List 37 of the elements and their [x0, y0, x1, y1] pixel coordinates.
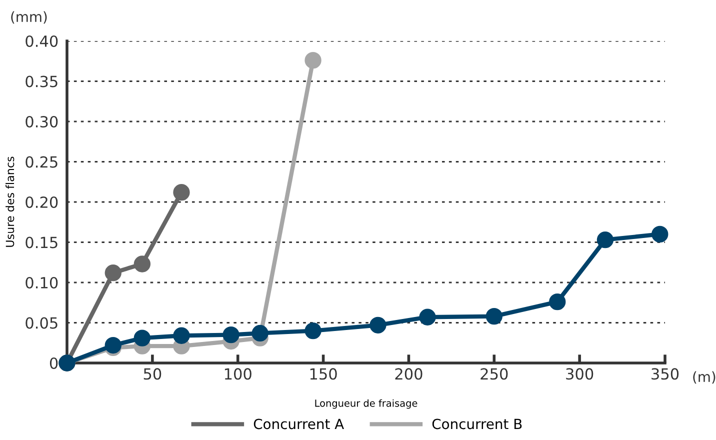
y-tick-label: 0.15: [26, 236, 58, 248]
point: [304, 52, 322, 69]
legend-label: Concurrent B: [432, 418, 522, 430]
text: (m): [693, 371, 716, 384]
point: [652, 226, 668, 243]
point: [173, 184, 190, 201]
point: [134, 256, 151, 272]
text: (mm): [11, 11, 47, 24]
y-tick-label: 0: [50, 357, 58, 370]
point: [222, 326, 240, 344]
x-axis-title: Longueur de fraisage: [315, 399, 418, 409]
point: [596, 232, 614, 248]
point: [252, 324, 268, 342]
point: [549, 293, 566, 310]
point: [304, 322, 322, 340]
y-tick-label: 0.35: [26, 76, 58, 88]
point: [104, 264, 122, 282]
x-tick-label: 200: [395, 368, 422, 380]
y-tick-label: 0.10: [26, 276, 58, 289]
x-tick-label: 350: [652, 368, 679, 380]
point: [134, 330, 151, 346]
y-tick-label: 0.40: [26, 35, 58, 48]
y-tick-label: 0.25: [26, 156, 58, 168]
y-tick-label: 0.30: [26, 116, 58, 128]
y-axis-title: Usure des flancs: [6, 156, 14, 247]
x-tick-label: 300: [566, 368, 594, 380]
point: [419, 308, 436, 326]
point: [173, 327, 190, 344]
point: [486, 308, 502, 325]
x-tick-label: 50: [144, 368, 162, 380]
x-tick-label: 100: [224, 368, 252, 380]
y-tick-label: 0.05: [26, 317, 58, 329]
x-tick-label: 250: [480, 368, 508, 380]
point: [370, 316, 386, 334]
x-tick-label: 150: [310, 368, 337, 380]
y-tick-label: 0.20: [26, 196, 58, 208]
legend-label: Concurrent A: [254, 418, 344, 430]
